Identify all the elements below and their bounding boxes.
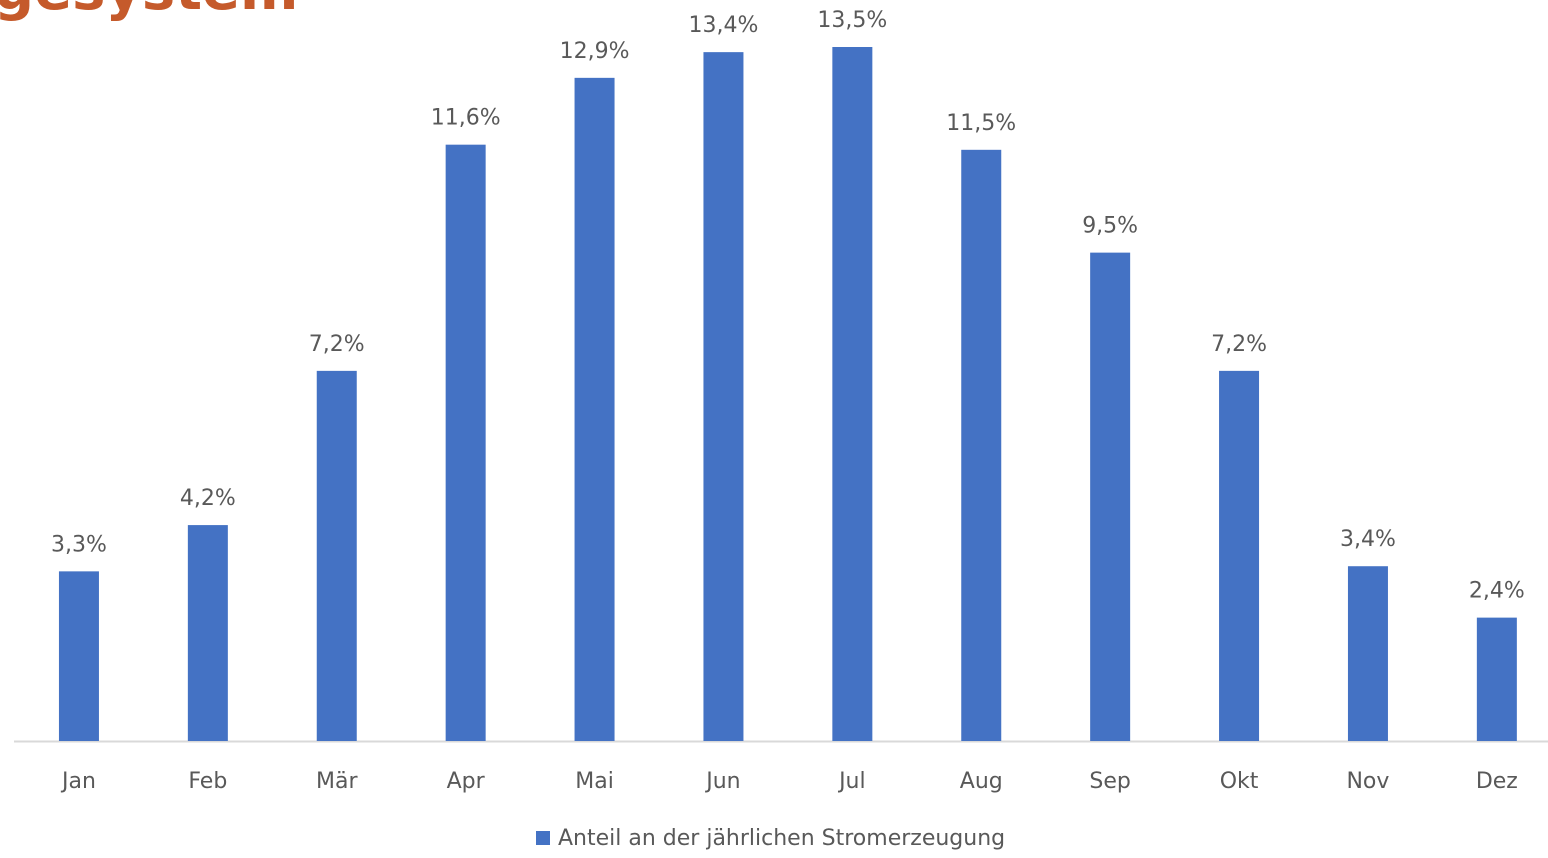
bar xyxy=(703,52,744,741)
bar xyxy=(1090,252,1131,741)
x-tick-label: Jan xyxy=(60,769,96,794)
x-tick-label: Jun xyxy=(704,769,740,794)
bar xyxy=(574,77,615,742)
x-tick-label: Aug xyxy=(960,769,1003,794)
x-tick-label: Feb xyxy=(188,769,227,794)
bar xyxy=(445,144,486,741)
x-tick-label: Nov xyxy=(1346,769,1389,794)
data-label: 11,6% xyxy=(431,106,501,131)
bar xyxy=(1476,617,1517,741)
legend-label: Anteil an der jährlichen Stromerzeugung xyxy=(558,826,1005,851)
bar xyxy=(1347,566,1388,741)
data-label: 3,3% xyxy=(51,532,107,557)
bar xyxy=(316,370,357,741)
data-label: 11,5% xyxy=(946,111,1016,136)
chart-title: gesystem xyxy=(0,0,298,23)
x-tick-label: Apr xyxy=(447,769,486,794)
x-tick-label: Jul xyxy=(837,769,866,794)
data-label: 12,9% xyxy=(560,39,630,64)
bar xyxy=(58,571,99,741)
x-tick-label: Sep xyxy=(1089,769,1130,794)
data-label: 9,5% xyxy=(1082,214,1138,239)
legend-swatch xyxy=(536,831,550,845)
data-label: 7,2% xyxy=(309,332,365,357)
x-tick-label: Dez xyxy=(1476,769,1518,794)
data-label: 3,4% xyxy=(1340,527,1396,552)
bar xyxy=(832,47,873,741)
bar xyxy=(961,149,1002,741)
x-tick-label: Mai xyxy=(575,769,614,794)
data-label: 4,2% xyxy=(180,486,236,511)
x-tick-label: Mär xyxy=(316,769,358,794)
data-label: 7,2% xyxy=(1211,332,1267,357)
x-tick-label: Okt xyxy=(1220,769,1259,794)
bar xyxy=(187,525,228,741)
data-label: 13,5% xyxy=(817,8,887,33)
data-label: 2,4% xyxy=(1469,579,1525,604)
data-label: 13,4% xyxy=(689,13,759,38)
bar xyxy=(1219,370,1260,741)
